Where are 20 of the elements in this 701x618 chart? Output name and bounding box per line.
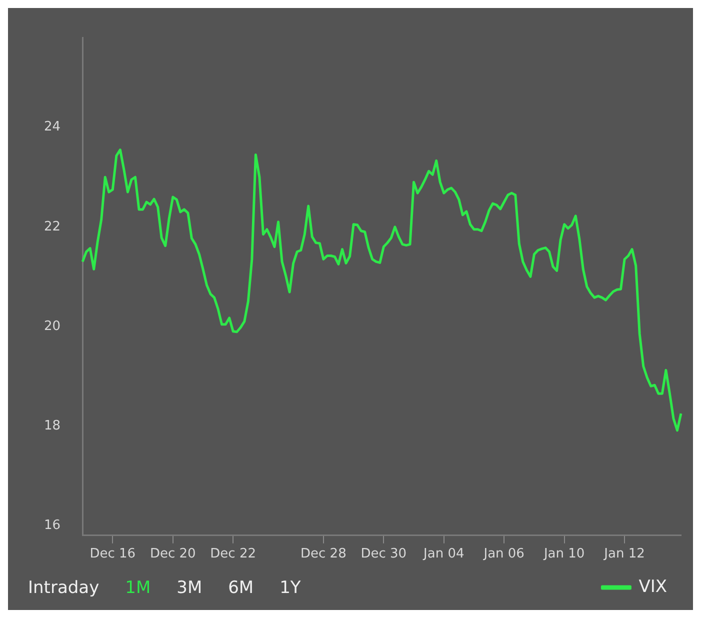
x-tick-label: Jan 04 — [422, 546, 464, 562]
y-tick-label: 24 — [44, 120, 61, 135]
x-tick-label: Jan 06 — [482, 546, 524, 562]
x-tick-label: Dec 16 — [90, 546, 136, 562]
y-tick-label: 18 — [44, 418, 61, 434]
y-tick-label: 16 — [44, 518, 61, 533]
text: Intraday — [28, 578, 100, 598]
x-tick-label: Dec 22 — [210, 546, 256, 562]
legend-label: VIX — [638, 576, 668, 597]
x-tick-label: Dec 30 — [360, 546, 407, 562]
y-tick-label: 20 — [44, 318, 61, 334]
x-tick-label: Dec 28 — [300, 546, 346, 562]
x-tick-label: Jan 12 — [603, 546, 645, 562]
text: 6M — [228, 578, 254, 598]
text: 1Y — [280, 578, 301, 598]
text: 1M — [125, 578, 151, 598]
text: 3M — [176, 578, 202, 598]
x-tick-label: Jan 10 — [542, 546, 585, 562]
x-tick-label: Dec 20 — [150, 546, 196, 562]
y-tick-label: 22 — [44, 219, 61, 234]
